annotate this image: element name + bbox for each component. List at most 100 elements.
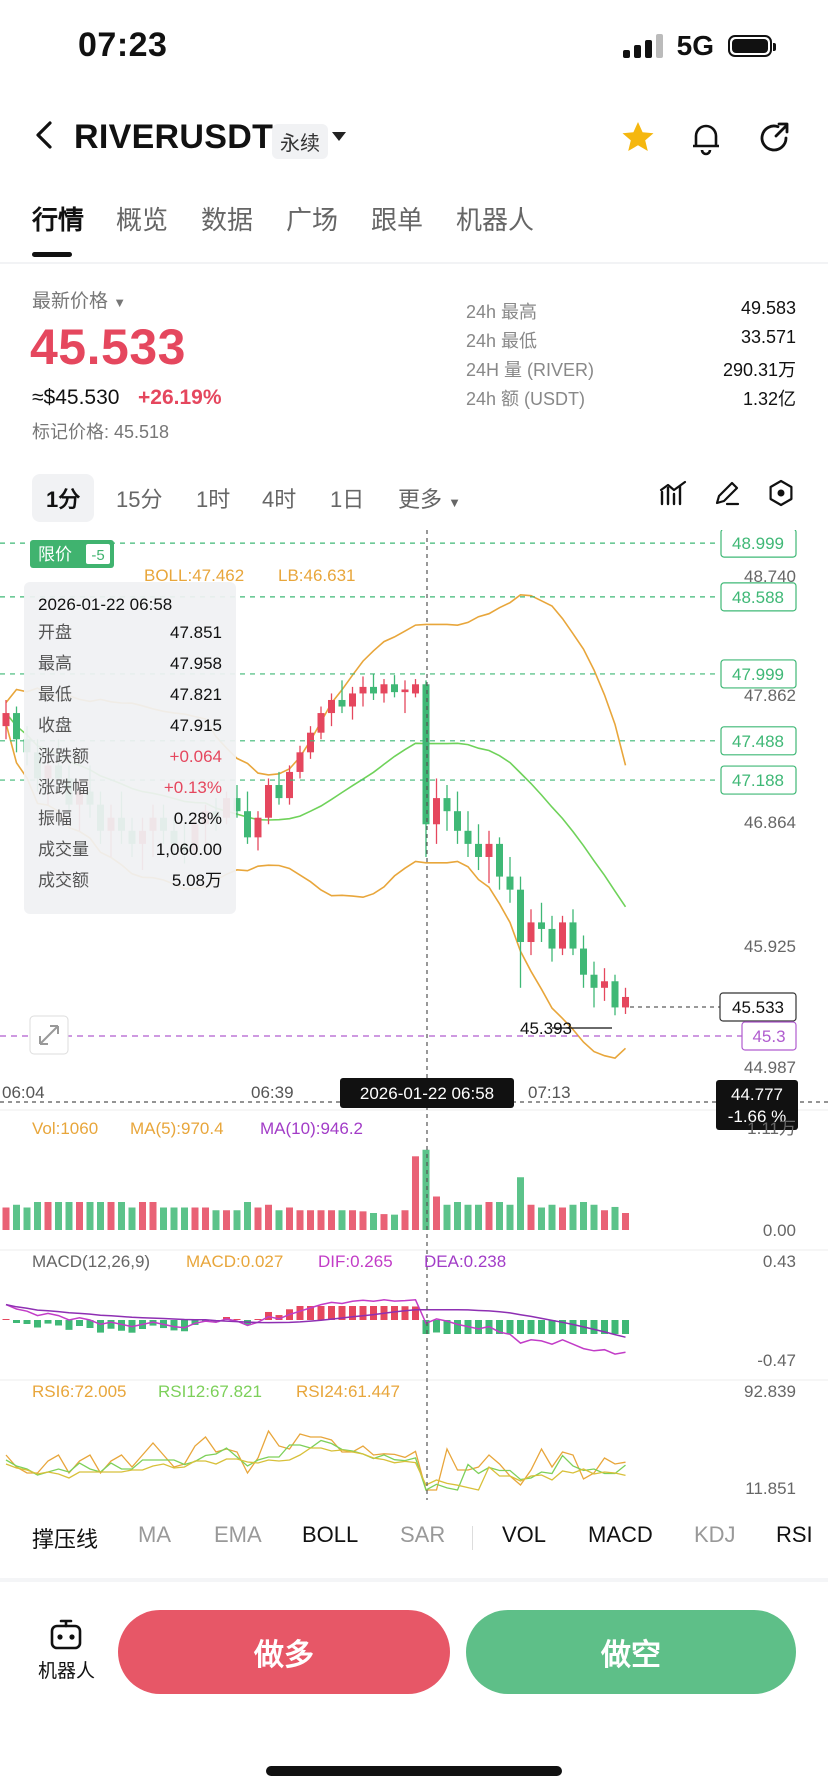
tab-copy-trade[interactable]: 跟单 xyxy=(371,205,424,235)
macd-histogram-bar xyxy=(601,1320,608,1334)
tooltip-row-value: 1,060.00 xyxy=(156,840,222,859)
star-icon[interactable] xyxy=(618,118,658,158)
rsi24-label: RSI24:61.447 xyxy=(296,1382,400,1401)
tab-square[interactable]: 广场 xyxy=(286,205,339,235)
tooltip-time: 2026-01-22 06:58 xyxy=(38,595,172,614)
candle-body xyxy=(506,876,514,890)
macd-dea-line xyxy=(5,1303,626,1338)
network-label: 5G xyxy=(676,30,714,61)
interval-more[interactable]: 更多 ▼ xyxy=(398,487,462,512)
order-price-tag[interactable] xyxy=(720,765,797,795)
vol-ma5-label: MA(5):970.4 xyxy=(130,1119,224,1138)
latest-price-label[interactable]: 最新价格 ▼ xyxy=(32,291,127,312)
hexagon-settings-icon[interactable] xyxy=(766,478,796,508)
robot-icon[interactable] xyxy=(46,1616,86,1656)
order-price-text: 47.488 xyxy=(732,732,784,751)
back-icon[interactable] xyxy=(30,120,60,150)
order-price-tag[interactable] xyxy=(720,582,797,612)
mark-price: 标记价格: 45.518 xyxy=(32,422,170,442)
candle-body xyxy=(580,948,587,975)
interval-1d[interactable]: 1日 xyxy=(330,487,365,512)
indicator-ma[interactable]: MA xyxy=(138,1522,171,1547)
order-price-tag[interactable] xyxy=(720,726,797,756)
volume-bar xyxy=(254,1207,262,1230)
last-price-tag xyxy=(719,992,797,1022)
robot-label[interactable]: 机器人 xyxy=(38,1661,96,1682)
caret-down-icon: ▼ xyxy=(448,495,462,510)
crosshair-price: 44.777 xyxy=(731,1085,783,1104)
crosshair-price-tag xyxy=(716,1080,798,1130)
candle-body xyxy=(559,922,566,949)
macd-histogram-bar xyxy=(517,1320,524,1334)
order-price-tag[interactable] xyxy=(720,659,797,689)
contract-type-badge[interactable]: 永续 xyxy=(272,124,328,159)
pencil-icon[interactable] xyxy=(712,478,742,508)
interval-15m[interactable]: 15分 xyxy=(116,487,163,512)
volume-bar xyxy=(233,1210,241,1230)
macd-dif-line xyxy=(5,1299,626,1355)
home-indicator xyxy=(266,1766,562,1776)
macd-histogram-bar xyxy=(538,1320,545,1334)
candle-body xyxy=(370,686,377,694)
indicator-boll[interactable]: BOLL xyxy=(302,1522,359,1547)
volume-bar xyxy=(569,1204,577,1230)
pair-title[interactable]: RIVERUSDT xyxy=(74,118,274,156)
macd-histogram-bar xyxy=(65,1320,73,1330)
vol-axis-min: 0.00 xyxy=(763,1221,796,1240)
interval-1h[interactable]: 1时 xyxy=(196,487,231,512)
tab-overview[interactable]: 概览 xyxy=(116,205,169,235)
indicator-rsi[interactable]: RSI xyxy=(776,1522,813,1547)
short-button[interactable]: 做空 xyxy=(466,1610,796,1694)
macd-histogram-bar xyxy=(170,1320,178,1331)
battery-icon xyxy=(728,35,776,57)
macd-histogram-bar xyxy=(475,1320,482,1334)
volume-bar xyxy=(160,1207,167,1230)
order-price-tag[interactable] xyxy=(720,530,797,558)
bell-icon[interactable] xyxy=(686,118,726,158)
macd-histogram-bar xyxy=(13,1320,20,1323)
interval-4h[interactable]: 4时 xyxy=(262,487,297,512)
tab-market[interactable]: 行情 xyxy=(32,205,85,235)
macd-histogram-bar xyxy=(433,1320,440,1333)
long-button[interactable]: 做多 xyxy=(118,1610,450,1694)
macd-histogram-bar xyxy=(506,1320,514,1334)
order-price-text: 48.588 xyxy=(732,588,784,607)
candle-body xyxy=(286,771,293,799)
tooltip-row-value: 5.08万 xyxy=(172,871,222,890)
tooltip-row-label: 最低 xyxy=(38,685,72,704)
indicator-vol[interactable]: VOL xyxy=(502,1522,547,1547)
volume-bar xyxy=(380,1214,388,1230)
volume-bar xyxy=(170,1207,178,1230)
kline-chart[interactable]: 48.999 48.588 47.999 47.488 47.188 48.740 47… xyxy=(0,530,828,1500)
indicator-macd[interactable]: MACD xyxy=(588,1522,653,1547)
volume-bar xyxy=(23,1207,31,1230)
order-price-text: 48.999 xyxy=(732,534,784,553)
tooltip-row-label: 涨跌幅 xyxy=(38,778,89,797)
price-alert-tag[interactable] xyxy=(741,1021,797,1051)
low-price-label: 45.393 xyxy=(520,1019,572,1038)
volume-bar xyxy=(590,1204,598,1230)
status-time: 07:23 xyxy=(78,26,168,64)
status-right: 5G xyxy=(622,30,776,62)
indicator-support-resistance[interactable]: 撑压线 xyxy=(32,1527,99,1552)
candle-body xyxy=(233,798,241,812)
tooltip-row-value: 0.28% xyxy=(174,809,222,828)
indicator-settings-icon[interactable] xyxy=(658,478,688,508)
indicator-ema[interactable]: EMA xyxy=(214,1522,262,1547)
share-icon[interactable] xyxy=(754,118,794,158)
indicator-sar[interactable]: SAR xyxy=(400,1522,446,1547)
axis-price-label: 48.740 xyxy=(744,567,796,586)
caret-down-icon[interactable] xyxy=(332,132,346,141)
interval-1m[interactable]: 1分 xyxy=(32,474,95,522)
macd-histogram-bar xyxy=(401,1306,409,1320)
volume-bar xyxy=(149,1202,157,1230)
macd-histogram-bar xyxy=(76,1320,83,1326)
time-axis-label: 06:39 xyxy=(251,1083,294,1102)
macd-histogram-bar xyxy=(296,1306,304,1320)
tab-data[interactable]: 数据 xyxy=(201,205,254,235)
tab-underline xyxy=(32,252,72,257)
volume-bar xyxy=(506,1204,514,1230)
tab-bot[interactable]: 机器人 xyxy=(456,205,535,235)
indicator-kdj[interactable]: KDJ xyxy=(694,1522,736,1547)
rsi6-line xyxy=(5,1429,626,1491)
